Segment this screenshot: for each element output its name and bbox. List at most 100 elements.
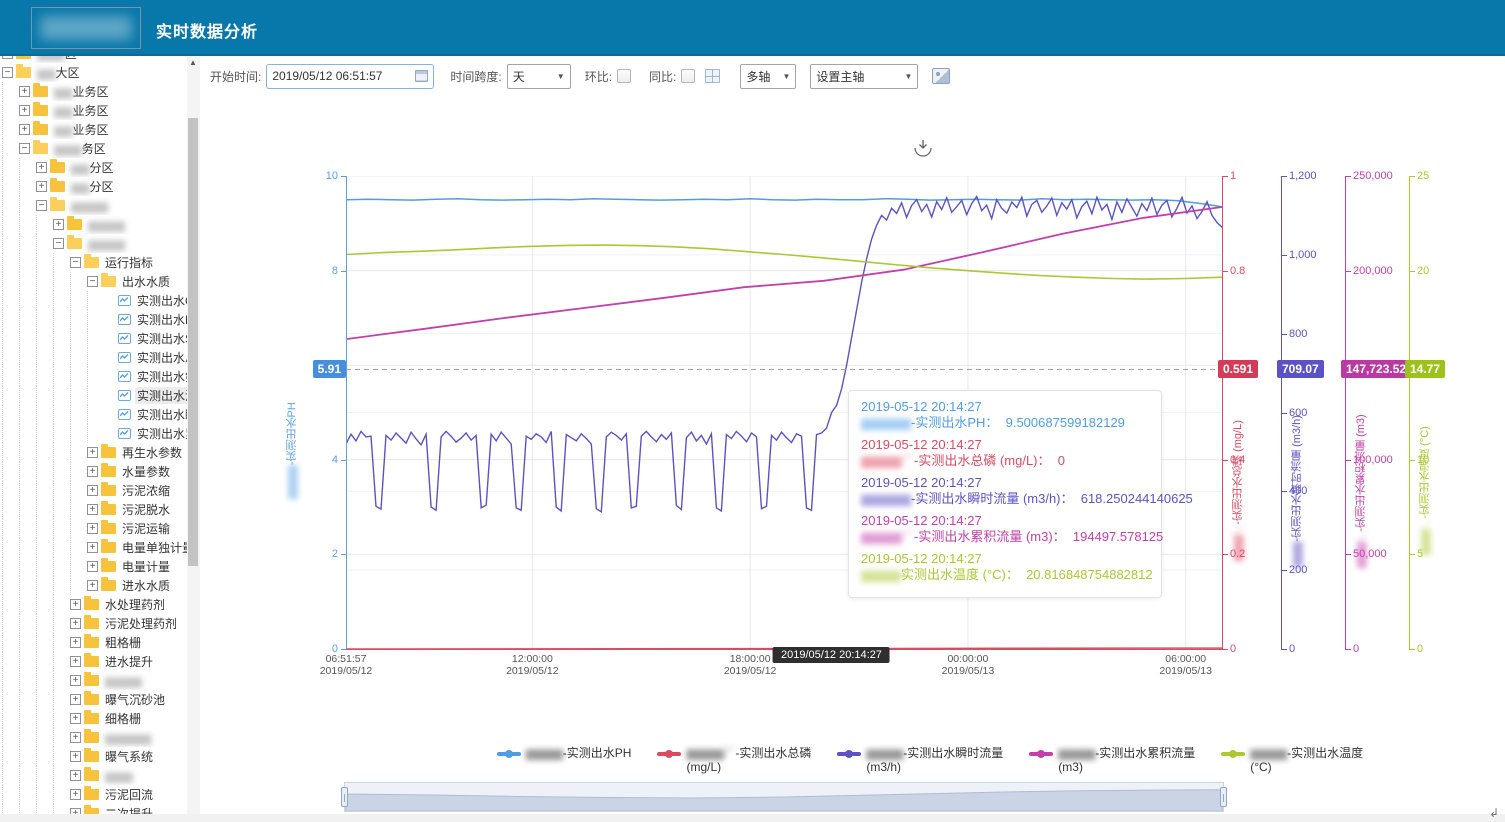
expand-icon[interactable]: +	[19, 124, 30, 135]
download-icon[interactable]	[912, 138, 934, 158]
huanbi-checkbox[interactable]	[617, 69, 631, 83]
tree-item-粗格栅[interactable]: +粗格栅	[2, 633, 188, 652]
expand-icon[interactable]: +	[70, 732, 81, 743]
tree-item-水处理药剂[interactable]: +水处理药剂	[2, 595, 188, 614]
scroll-up-icon[interactable]: ▲	[189, 58, 197, 67]
calendar-icon[interactable]	[415, 70, 428, 82]
tree-item-污泥脱水[interactable]: +污泥脱水	[2, 500, 188, 519]
start-time-input[interactable]: 2019/05/12 06:51:57	[266, 64, 434, 89]
expand-icon[interactable]: +	[70, 694, 81, 705]
tree-item-进水水质[interactable]: +进水水质	[2, 576, 188, 595]
tree-item[interactable]: −▆▆▆▆	[2, 196, 188, 215]
collapse-icon[interactable]: −	[19, 143, 30, 154]
collapse-icon[interactable]: −	[70, 257, 81, 268]
tree-item-电量单独计量[interactable]: +电量单独计量	[2, 538, 188, 557]
legend-item[interactable]: ▆▆▆▆-实测出水温度(°C)	[1221, 746, 1363, 774]
tree-guide	[36, 443, 53, 462]
tree-item-曝气系统[interactable]: +曝气系统	[2, 747, 188, 766]
expand-icon[interactable]: +	[36, 162, 47, 173]
expand-icon[interactable]: +	[36, 181, 47, 192]
tree-item-业务区[interactable]: +▆▆业务区	[2, 82, 188, 101]
tree-item[interactable]: +▆▆▆	[2, 766, 188, 785]
tree-item-运行指标[interactable]: −运行指标	[2, 253, 188, 272]
expand-icon[interactable]: +	[70, 656, 81, 667]
expand-icon[interactable]: +	[19, 86, 30, 97]
datazoom-left-handle[interactable]	[341, 787, 348, 807]
tree-item-实测出水累[interactable]: 实测出水累	[2, 424, 188, 443]
tree-item-进水提升[interactable]: +进水提升	[2, 652, 188, 671]
expand-icon[interactable]: +	[87, 523, 98, 534]
expand-icon[interactable]: +	[70, 599, 81, 610]
expand-icon[interactable]: +	[53, 219, 64, 230]
expand-icon[interactable]: +	[87, 466, 98, 477]
tree-item-污泥浓缩[interactable]: +污泥浓缩	[2, 481, 188, 500]
expand-icon[interactable]: +	[87, 447, 98, 458]
expand-icon[interactable]: +	[70, 789, 81, 800]
horizontal-scrollbar[interactable]	[0, 814, 1505, 822]
tongbi-checkbox[interactable]	[681, 69, 695, 83]
expand-icon[interactable]: +	[87, 485, 98, 496]
tree-item[interactable]: +▆▆▆▆	[2, 215, 188, 234]
expand-icon[interactable]: +	[87, 561, 98, 572]
legend-item[interactable]: ▆▆▆▆-实测出水累积流量(m3)	[1029, 746, 1195, 774]
expand-icon[interactable]: +	[70, 751, 81, 762]
tree-item-实测出水氨[interactable]: 实测出水氨	[2, 367, 188, 386]
expand-icon[interactable]: +	[70, 637, 81, 648]
tree-item-分区[interactable]: +▆▆分区	[2, 177, 188, 196]
tree-item-分区[interactable]: +▆▆分区	[2, 158, 188, 177]
legend-item[interactable]: ▆▆▆▆-实测出水PH	[497, 746, 632, 760]
datazoom-slider[interactable]	[344, 782, 1224, 812]
tree-item-务区[interactable]: −▆▆▆务区	[2, 139, 188, 158]
expand-icon[interactable]: +	[19, 105, 30, 116]
tree-item-业务区[interactable]: +▆▆业务区	[2, 120, 188, 139]
tree-item-出水水质[interactable]: −出水水质	[2, 272, 188, 291]
tree-item-电量计量[interactable]: +电量计量	[2, 557, 188, 576]
tree-item-污泥处理药剂[interactable]: +污泥处理药剂	[2, 614, 188, 633]
expand-icon[interactable]: +	[87, 504, 98, 515]
save-image-icon[interactable]	[932, 68, 950, 84]
expand-icon[interactable]: +	[87, 580, 98, 591]
collapse-icon[interactable]: −	[87, 276, 98, 287]
tree-item-区[interactable]: +▆▆▆区	[2, 56, 188, 63]
tree-item-再生水参数[interactable]: +再生水参数	[2, 443, 188, 462]
tree-item-水量参数[interactable]: +水量参数	[2, 462, 188, 481]
tick-label: 10	[326, 170, 338, 182]
tree-item-曝气沉砂池[interactable]: +曝气沉砂池	[2, 690, 188, 709]
tree-item[interactable]: +▆▆▆▆▆	[2, 728, 188, 747]
tree-item-实测出水C[interactable]: 实测出水C	[2, 291, 188, 310]
expand-icon[interactable]: +	[70, 618, 81, 629]
datazoom-right-handle[interactable]	[1220, 787, 1227, 807]
tree-item[interactable]: +▆▆▆▆	[2, 671, 188, 690]
compare-grid-icon[interactable]	[705, 69, 720, 83]
collapse-icon[interactable]: −	[36, 200, 47, 211]
tree-item-污泥运输[interactable]: +污泥运输	[2, 519, 188, 538]
expand-icon[interactable]: +	[70, 713, 81, 724]
tree-item-业务区[interactable]: +▆▆业务区	[2, 101, 188, 120]
legend-item[interactable]: ▆▆▆▆厂-实测出水总磷(mg/L)	[657, 746, 811, 774]
tree-item-实测出水瞬[interactable]: 实测出水瞬	[2, 405, 188, 424]
time-span-select[interactable]: 天▼	[507, 64, 571, 89]
collapse-icon[interactable]: −	[53, 238, 64, 249]
tree-item-二次提升[interactable]: +二次提升	[2, 804, 188, 814]
tree-item-细格栅[interactable]: +细格栅	[2, 709, 188, 728]
expand-icon[interactable]: +	[70, 770, 81, 781]
tree-scrollbar[interactable]: ▲	[187, 56, 200, 814]
collapse-icon[interactable]: −	[2, 67, 13, 78]
tree-guide	[36, 405, 53, 424]
tree-item[interactable]: −▆▆▆▆	[2, 234, 188, 253]
tree-item-实测出水S[interactable]: 实测出水S	[2, 329, 188, 348]
expand-icon[interactable]: +	[2, 56, 13, 59]
expand-icon[interactable]: +	[70, 675, 81, 686]
set-main-axis-select[interactable]: 设置主轴▼	[810, 64, 918, 89]
tree-item-实测出水总[interactable]: 实测出水总	[2, 348, 188, 367]
multi-axis-select[interactable]: 多轴▼	[740, 64, 796, 89]
legend-item[interactable]: ▆▆▆▆-实测出水瞬时流量(m3/h)	[837, 746, 1003, 774]
tree-item-大区[interactable]: −▆▆大区	[2, 63, 188, 82]
tree-item-污泥回流[interactable]: +污泥回流	[2, 785, 188, 804]
tree-item-实测出水温[interactable]: 实测出水温	[2, 386, 188, 405]
tree-scrollbar-thumb[interactable]	[188, 118, 198, 566]
expand-icon[interactable]: +	[87, 542, 98, 553]
tree-guide	[2, 652, 19, 671]
tree-item-实测出水P[interactable]: 实测出水P	[2, 310, 188, 329]
chart-leaf-icon	[118, 314, 131, 325]
